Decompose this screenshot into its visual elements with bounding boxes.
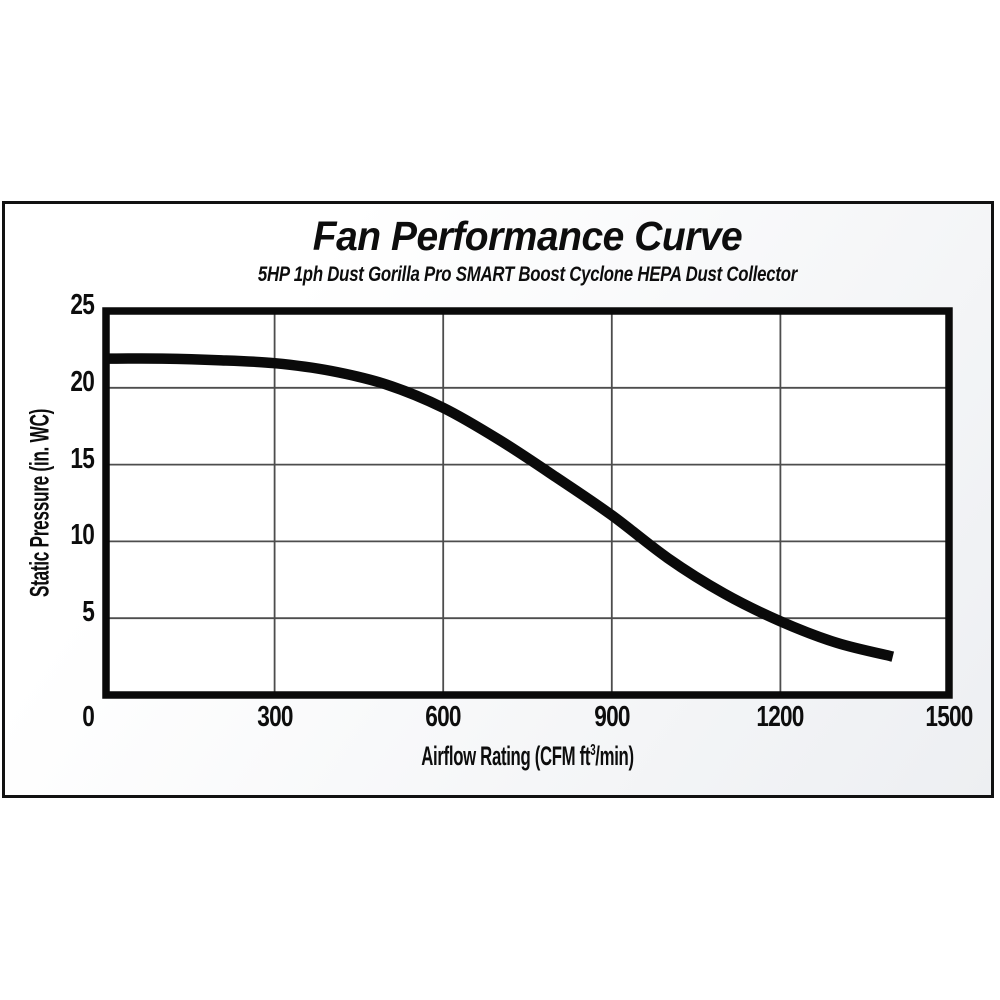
y-axis-title: Static Pressure (in. WC)	[24, 408, 55, 598]
x-tick-label: 900	[594, 701, 630, 733]
y-tick-label: 20	[70, 365, 94, 398]
chart-subtitle: 5HP 1ph Dust Gorilla Pro SMART Boost Cyc…	[257, 263, 798, 286]
y-tick-label: 10	[70, 519, 94, 552]
x-tick-label: 300	[256, 701, 293, 733]
x-axis-title: Airflow Rating (CFM ft3/min)	[266, 741, 789, 772]
x-tick-label: 600	[425, 701, 461, 733]
y-tick-label: 25	[70, 288, 94, 321]
chart-title: Fan Performance Curve	[312, 213, 743, 259]
fan-performance-curve-line	[105, 353, 895, 662]
y-tick-label: 5	[82, 595, 95, 628]
x-axis-title-prefix: Airflow Rating (CFM ft	[421, 741, 591, 771]
x-tick-label: 1200	[756, 701, 805, 733]
y-tick-label: 15	[70, 442, 94, 475]
gridlines	[106, 311, 949, 695]
x-tick-label: 0	[82, 701, 95, 733]
plot-frame	[102, 307, 953, 699]
x-tick-label: 1500	[925, 701, 973, 733]
x-axis-title-superscript: 3	[590, 742, 596, 759]
x-axis-title-suffix: /min)	[595, 741, 634, 771]
